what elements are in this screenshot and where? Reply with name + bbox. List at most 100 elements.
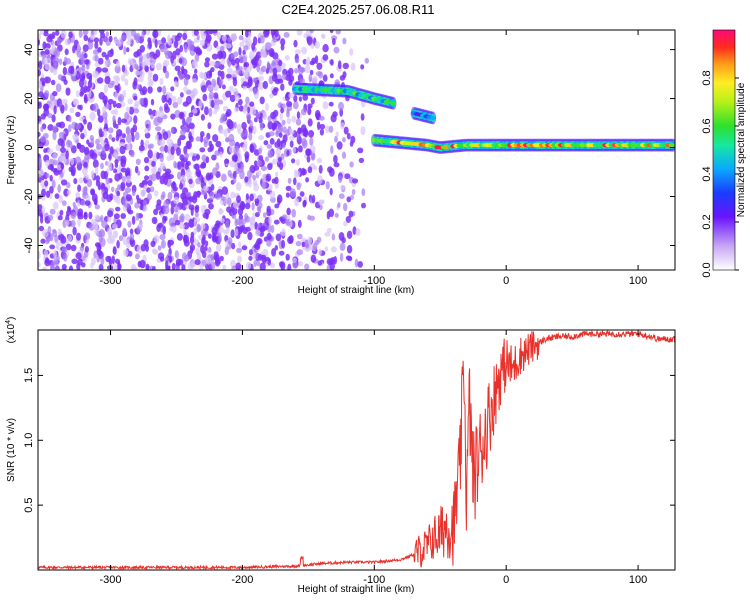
noise-blob	[178, 258, 184, 266]
noise-blob	[188, 218, 195, 228]
noise-blob	[65, 150, 69, 160]
noise-blob	[164, 144, 169, 153]
noise-blob	[241, 66, 248, 76]
noise-blob	[38, 261, 41, 268]
noise-blob	[275, 233, 282, 242]
noise-blob	[261, 181, 267, 190]
noise-blob	[80, 199, 87, 206]
noise-blob	[216, 61, 222, 67]
noise-blob	[154, 134, 159, 141]
noise-blob	[80, 132, 85, 140]
noise-blob	[114, 108, 118, 116]
noise-blob	[301, 46, 308, 55]
noise-blob	[291, 158, 296, 164]
noise-blob	[125, 175, 132, 184]
noise-blob	[75, 90, 81, 98]
noise-blob	[97, 108, 101, 117]
noise-blob	[97, 77, 104, 84]
spectrogram-x-tick-label: -100	[363, 275, 385, 287]
noise-blob	[188, 112, 194, 118]
noise-blob	[201, 154, 207, 162]
noise-blob	[225, 137, 230, 143]
noise-blob	[165, 51, 172, 60]
noise-blob	[93, 37, 100, 43]
noise-blob	[59, 209, 64, 216]
noise-blob	[152, 73, 159, 82]
noise-blob	[183, 30, 188, 34]
noise-blob	[156, 62, 162, 71]
noise-blob	[76, 232, 81, 241]
noise-blob	[118, 172, 123, 180]
noise-blob	[335, 131, 339, 138]
noise-blob	[154, 190, 159, 197]
noise-blob	[189, 235, 195, 245]
noise-blob	[274, 203, 280, 209]
noise-blob	[85, 238, 90, 244]
colorbar-tick-label: 0.6	[701, 118, 713, 133]
noise-blob	[71, 258, 78, 265]
noise-blob	[127, 58, 134, 65]
noise-blob	[153, 234, 160, 244]
noise-blob	[240, 131, 245, 138]
noise-blob	[49, 244, 56, 250]
noise-blob	[273, 219, 280, 225]
noise-blob	[72, 226, 77, 236]
noise-blob	[295, 170, 301, 177]
snr-x-tick-label: -200	[231, 574, 253, 586]
noise-blob	[188, 204, 195, 211]
noise-blob	[196, 34, 200, 41]
noise-blob	[179, 182, 184, 190]
noise-blob	[256, 160, 263, 167]
noise-blob	[133, 95, 138, 101]
noise-blob	[205, 156, 210, 164]
noise-blob	[55, 240, 60, 250]
noise-blob	[123, 70, 129, 77]
noise-blob	[44, 90, 50, 98]
noise-blob	[61, 98, 68, 105]
noise-blob	[205, 34, 212, 43]
noise-blob	[255, 212, 260, 218]
noise-blob	[84, 246, 89, 253]
noise-blob	[94, 41, 99, 49]
noise-blob	[185, 140, 191, 150]
noise-blob	[211, 30, 218, 34]
noise-blob	[171, 95, 177, 103]
noise-blob	[195, 190, 202, 196]
noise-blob	[64, 103, 68, 112]
noise-blob	[202, 250, 207, 259]
noise-blob	[57, 74, 63, 81]
noise-blob	[338, 101, 344, 111]
noise-blob	[234, 228, 239, 237]
noise-blob	[211, 78, 217, 88]
noise-blob	[148, 108, 153, 116]
noise-blob	[167, 97, 172, 106]
noise-blob	[83, 212, 88, 218]
noise-blob	[44, 63, 51, 71]
noise-blob	[108, 153, 112, 160]
noise-blob	[237, 128, 242, 135]
noise-blob	[173, 39, 179, 49]
noise-blob	[68, 265, 74, 270]
noise-blob	[60, 147, 66, 154]
noise-blob	[239, 41, 245, 47]
spectrogram-y-axis: -40 -20 0 20 40	[23, 43, 675, 253]
noise-blob	[44, 258, 51, 267]
noise-blob	[269, 138, 275, 145]
noise-blob	[158, 110, 165, 118]
noise-blob	[253, 165, 260, 171]
noise-blob	[147, 179, 153, 187]
noise-blob	[275, 130, 280, 137]
noise-blob	[242, 106, 248, 114]
noise-blob	[159, 234, 166, 241]
noise-blob	[193, 228, 197, 235]
noise-blob	[257, 75, 264, 82]
noise-blob	[281, 119, 286, 126]
noise-blob	[111, 186, 115, 193]
noise-blob	[285, 253, 290, 261]
noise-blob	[194, 259, 201, 266]
noise-blob	[66, 190, 71, 195]
noise-blob	[246, 112, 252, 121]
noise-blob	[256, 260, 261, 267]
noise-blob	[159, 45, 166, 53]
noise-blob	[264, 30, 270, 36]
